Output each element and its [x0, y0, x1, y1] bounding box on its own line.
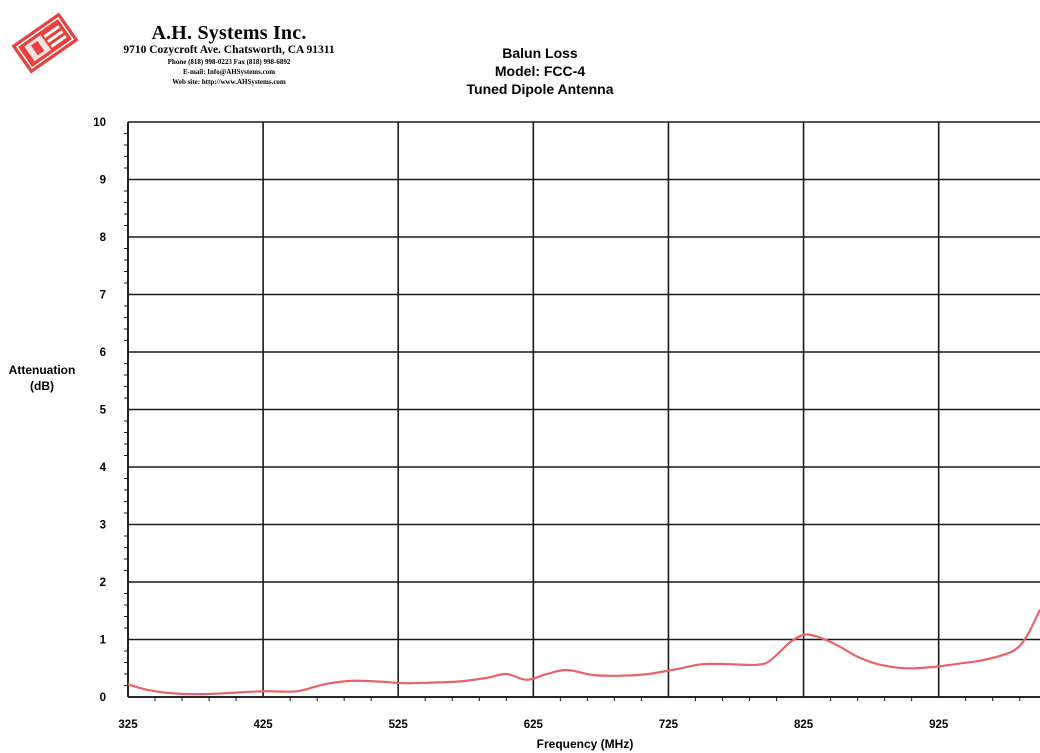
- y-tick-label: 10: [93, 117, 106, 129]
- y-tick-label: 4: [100, 462, 107, 474]
- x-tick-label: 625: [524, 719, 544, 731]
- y-tick-label: 6: [100, 347, 106, 359]
- x-tick-label: 725: [659, 719, 679, 731]
- y-tick-label: 7: [100, 290, 106, 302]
- chart-title-line-3: Tuned Dipole Antenna: [466, 81, 614, 97]
- company-name: A.H. Systems Inc.: [151, 22, 307, 44]
- company-email: E-mail: Info@AHSystems.com: [182, 68, 276, 76]
- company-info: A.H. Systems Inc. 9710 Cozycroft Ave. Ch…: [88, 22, 370, 87]
- company-address: 9710 Cozycroft Ave. Chatsworth, CA 91311: [123, 44, 335, 56]
- y-tick-label: 8: [100, 232, 107, 244]
- y-tick-label: 9: [100, 175, 106, 187]
- y-axis-label: Attenuation (dB): [0, 362, 84, 394]
- company-phone-fax: Phone (818) 998-0223 Fax (818) 998-6892: [167, 58, 291, 66]
- y-tick-label: 5: [100, 405, 107, 417]
- y-axis-label-line-1: Attenuation: [8, 363, 76, 377]
- company-website: Web site: http://www.AHSystems.com: [172, 78, 286, 86]
- x-tick-label: 825: [794, 719, 814, 731]
- y-tick-label: 0: [100, 692, 106, 704]
- y-tick-label: 1: [100, 635, 107, 647]
- y-tick-label: 2: [100, 577, 106, 589]
- x-tick-label: 425: [254, 719, 274, 731]
- y-axis-label-line-2: (dB): [30, 379, 54, 393]
- company-logo: [11, 12, 79, 74]
- y-tick-label: 3: [100, 520, 106, 532]
- chart-title-line-1: Balun Loss: [502, 45, 578, 61]
- chart-title: Balun Loss Model: FCC-4 Tuned Dipole Ant…: [430, 44, 650, 98]
- x-tick-label: 925: [929, 719, 949, 731]
- x-tick-label: 525: [389, 719, 409, 731]
- series-line: [127, 609, 1040, 696]
- x-axis-label: Frequency (MHz): [536, 737, 634, 751]
- chart-title-line-2: Model: FCC-4: [494, 63, 586, 79]
- x-tick-label: 325: [118, 719, 138, 731]
